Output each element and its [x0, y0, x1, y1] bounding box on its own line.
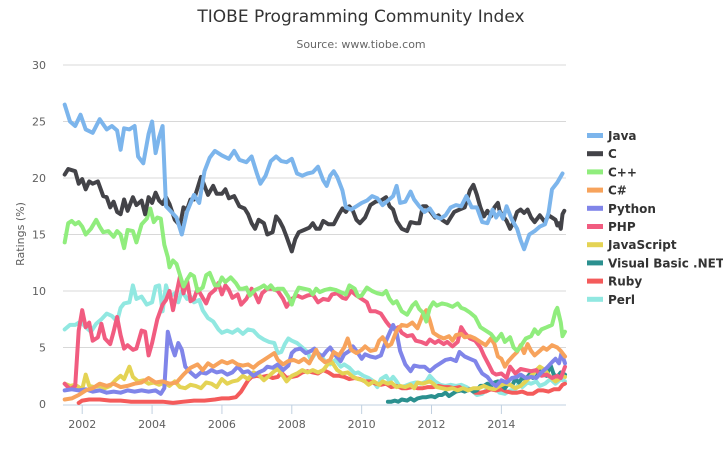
series-line-python[interactable]	[62, 322, 567, 396]
legend-label: Visual Basic .NET	[608, 256, 723, 270]
legend-item-python[interactable]: Python	[587, 202, 656, 216]
y-axis-label: Ratings (%)	[14, 202, 27, 266]
chart-subtitle: Source: www.tiobe.com	[296, 38, 425, 51]
legend-swatch	[587, 296, 603, 302]
x-axis: 2002 2004 2006 2008 2010 2012 2014	[63, 404, 566, 431]
legend-item-java[interactable]: Java	[587, 129, 636, 143]
x-tick-label: 2014	[487, 418, 515, 431]
y-tick-label: 25	[32, 116, 46, 129]
y-tick-label: 30	[32, 59, 46, 72]
legend-label: JavaScript	[607, 238, 677, 252]
legend-item-c[interactable]: C	[587, 147, 617, 161]
y-tick-label: 15	[32, 229, 46, 242]
legend-swatch	[587, 278, 603, 284]
series-line-java[interactable]	[62, 102, 565, 252]
x-tick-label: 2002	[68, 418, 96, 431]
x-tick-label: 2012	[418, 418, 446, 431]
legend-item-php[interactable]: PHP	[587, 220, 636, 234]
legend-item-c[interactable]: C++	[587, 165, 637, 179]
y-tick-label: 5	[39, 342, 46, 355]
series-line-c[interactable]	[62, 206, 567, 353]
legend-item-perl[interactable]: Perl	[587, 293, 635, 307]
x-tick-label: 2006	[208, 418, 236, 431]
legend-label: Ruby	[608, 275, 642, 289]
chart-title: TIOBE Programming Community Index	[196, 7, 524, 27]
legend-label: Perl	[608, 293, 635, 307]
y-tick-label: 0	[39, 398, 46, 411]
x-tick-label: 2008	[278, 418, 306, 431]
legend-label: C#	[608, 184, 627, 198]
series-line-c[interactable]	[62, 167, 567, 254]
y-tick-label: 20	[32, 172, 46, 185]
legend-swatch	[587, 224, 603, 229]
legend-label: PHP	[608, 220, 636, 234]
legend-swatch	[587, 242, 603, 248]
legend-swatch	[587, 169, 603, 175]
legend-item-javascript[interactable]: JavaScript	[587, 238, 677, 252]
legend-label: Python	[608, 202, 656, 216]
legend-item-c[interactable]: C#	[587, 184, 627, 198]
y-axis-ticks: 0 5 10 15 20 25 30	[32, 59, 46, 411]
legend-swatch	[587, 260, 603, 266]
legend-label: C	[608, 147, 617, 161]
legend: Java C C++ C# Python PHP JavaScript Visual Basi…	[587, 129, 723, 307]
x-tick-label: 2004	[138, 418, 166, 431]
series-lines	[62, 102, 567, 405]
y-tick-label: 10	[32, 285, 46, 298]
x-tick-label: 2010	[348, 418, 376, 431]
series-line-c[interactable]	[62, 308, 567, 402]
legend-swatch	[587, 133, 603, 138]
legend-item-ruby[interactable]: Ruby	[587, 275, 642, 289]
legend-swatch	[587, 205, 603, 211]
legend-label: C++	[608, 165, 637, 179]
legend-label: Java	[607, 129, 636, 143]
legend-item-visual-basic-net[interactable]: Visual Basic .NET	[587, 256, 723, 270]
legend-swatch	[587, 151, 603, 157]
legend-swatch	[587, 187, 603, 193]
